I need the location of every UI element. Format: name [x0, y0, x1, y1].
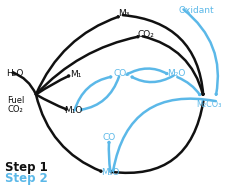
- Text: M₃: M₃: [118, 9, 130, 18]
- Text: Oxidant: Oxidant: [179, 6, 214, 15]
- Text: CO₂: CO₂: [138, 29, 155, 39]
- Text: M₁O: M₁O: [64, 106, 82, 115]
- Text: M₃O: M₃O: [101, 168, 120, 177]
- Text: Fuel: Fuel: [7, 96, 25, 105]
- Text: Step 1: Step 1: [5, 161, 48, 174]
- Text: M₂CO₃: M₂CO₃: [196, 100, 221, 109]
- Text: H₂O: H₂O: [6, 69, 24, 78]
- Text: CO₂: CO₂: [113, 69, 130, 78]
- Text: Step 2: Step 2: [5, 172, 48, 185]
- Text: CO: CO: [102, 132, 116, 142]
- Text: M₂O: M₂O: [167, 69, 185, 78]
- Text: M₁: M₁: [70, 70, 81, 79]
- Text: CO₂: CO₂: [7, 105, 23, 114]
